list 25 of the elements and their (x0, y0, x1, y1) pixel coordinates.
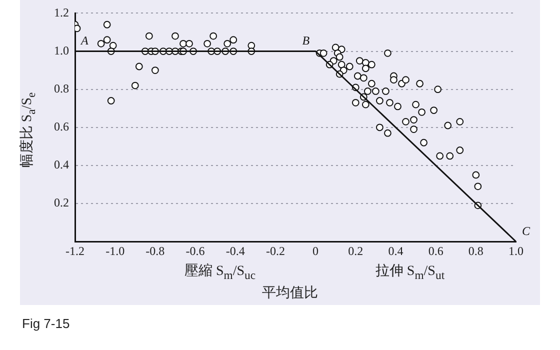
x-tick-label: 1.0 (508, 244, 524, 258)
caption: Fig 7-15 (22, 316, 70, 331)
x-tick-label: -1.0 (106, 244, 125, 258)
text: 壓縮 S$_{m}$/S$_{uc}$ (183, 262, 257, 282)
x-axis-title: 平均值比 (261, 284, 319, 302)
x-tick-label: -0.4 (226, 244, 245, 258)
x-tick-label: 0.6 (428, 244, 444, 258)
y-tick-label: 0.6 (54, 120, 69, 134)
x-tick-label: 0.4 (388, 244, 404, 258)
y-tick-label: 0.8 (54, 81, 69, 96)
x-tick-label: 0.2 (348, 244, 364, 258)
x-tick-label: 0 (312, 244, 319, 258)
annotation: C (522, 224, 531, 238)
y-tick-label: 0.2 (54, 196, 69, 210)
x-tick-label: -0.8 (146, 244, 165, 258)
x-tick-label: 0.8 (468, 244, 484, 258)
x-tick-label: -1.2 (66, 244, 84, 258)
annotation: B (302, 33, 310, 48)
x-tick-label: -0.2 (266, 244, 285, 258)
x-tick-label: -0.6 (186, 244, 205, 258)
y-tick-label: 1.0 (54, 43, 69, 58)
y-tick-label: 1.2 (54, 5, 69, 20)
text: 拉伸 S$_{m}$/S$_{ut}$ (374, 262, 446, 282)
annotation: A (80, 33, 89, 48)
y-tick-label: 0.4 (54, 158, 69, 172)
